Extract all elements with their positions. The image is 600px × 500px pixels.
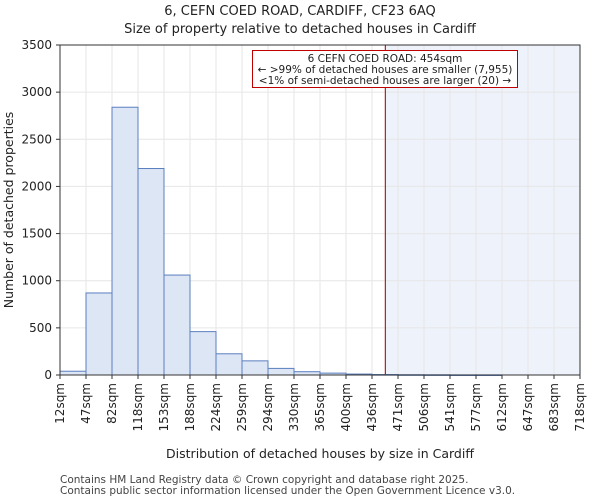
bar-12sqm — [59, 370, 87, 376]
annotation-line3: <1% of semi-detached houses are larger (… — [258, 75, 512, 87]
x-tick-label-118sqm: 118sqm — [131, 383, 145, 431]
x-tick-label-47sqm: 47sqm — [79, 383, 93, 424]
bar-188sqm — [189, 331, 217, 376]
y-tick-label-1: 500 — [29, 321, 52, 335]
x-tick-label-294sqm: 294sqm — [261, 383, 275, 431]
bar-294sqm — [267, 367, 295, 376]
property-annotation-box: 6 CEFN COED ROAD: 454sqm ← >99% of detac… — [252, 50, 518, 88]
chart-title-line1: 6, CEFN COED ROAD, CARDIFF, CF23 6AQ — [164, 4, 436, 19]
y-tick-label-6: 3000 — [21, 85, 52, 99]
x-tick-label-153sqm: 153sqm — [157, 383, 171, 431]
y-tick-label-3: 1500 — [21, 227, 52, 241]
larger-region-highlight — [385, 45, 580, 375]
x-tick-label-400sqm: 400sqm — [339, 383, 353, 431]
x-tick-label-224sqm: 224sqm — [209, 383, 223, 431]
bar-259sqm — [241, 360, 269, 376]
x-tick-label-259sqm: 259sqm — [235, 383, 249, 431]
x-tick-label-577sqm: 577sqm — [469, 383, 483, 431]
y-tick-label-4: 2000 — [21, 179, 52, 193]
bar-82sqm — [111, 106, 139, 376]
x-tick-label-718sqm: 718sqm — [573, 383, 587, 431]
y-tick-label-2: 1000 — [21, 274, 52, 288]
x-tick-label-506sqm: 506sqm — [417, 383, 431, 431]
x-tick-label-683sqm: 683sqm — [547, 383, 561, 431]
x-tick-label-82sqm: 82sqm — [105, 383, 119, 424]
bar-224sqm — [215, 353, 243, 376]
chart-title-line2: Size of property relative to detached ho… — [124, 22, 476, 37]
x-tick-label-612sqm: 612sqm — [495, 383, 509, 431]
x-tick-label-647sqm: 647sqm — [521, 383, 535, 431]
x-tick-label-330sqm: 330sqm — [287, 383, 301, 431]
y-tick-label-7: 3500 — [21, 38, 52, 52]
footer-line2: Contains public sector information licen… — [60, 485, 516, 497]
bar-153sqm — [163, 274, 191, 376]
x-tick-label-471sqm: 471sqm — [391, 383, 405, 431]
x-tick-label-365sqm: 365sqm — [313, 383, 327, 431]
y-tick-label-0: 0 — [44, 368, 52, 382]
y-tick-label-5: 2500 — [21, 132, 52, 146]
annotation-line2: ← >99% of detached houses are smaller (7… — [257, 64, 513, 76]
x-tick-label-12sqm: 12sqm — [53, 383, 67, 424]
x-axis-title: Distribution of detached houses by size … — [166, 446, 474, 461]
bar-47sqm — [85, 292, 113, 376]
x-tick-label-188sqm: 188sqm — [183, 383, 197, 431]
x-tick-label-436sqm: 436sqm — [365, 383, 379, 431]
x-tick-label-541sqm: 541sqm — [443, 383, 457, 431]
footer-line1: Contains HM Land Registry data © Crown c… — [60, 474, 469, 486]
bar-118sqm — [137, 168, 165, 376]
y-axis-title: Number of detached properties — [1, 112, 16, 309]
annotation-line1: 6 CEFN COED ROAD: 454sqm — [307, 53, 463, 65]
